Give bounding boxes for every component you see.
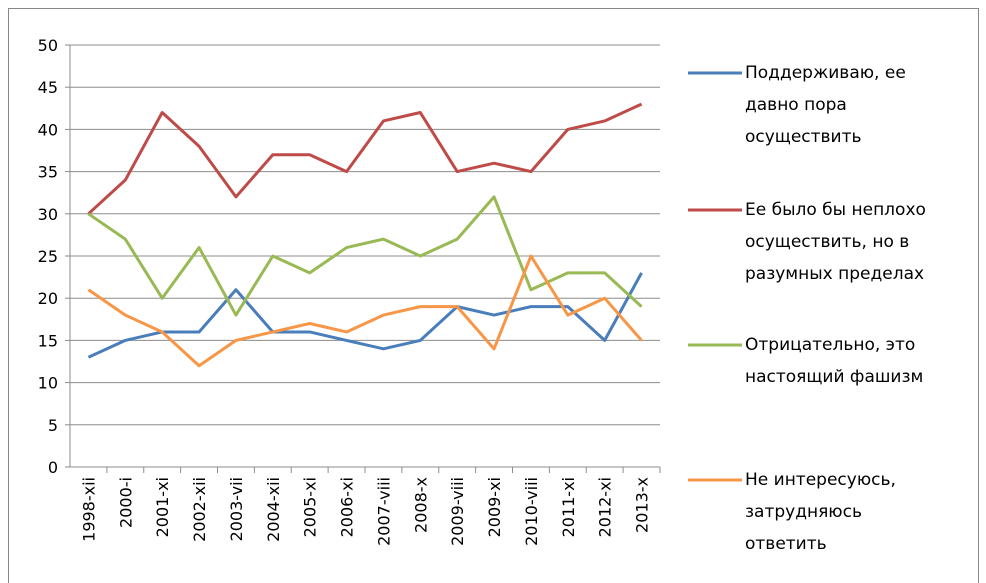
x-tick-label: 2009-viii <box>448 477 467 546</box>
x-tick-label: 2003-vii <box>227 477 246 541</box>
y-tick-label: 30 <box>38 205 58 224</box>
x-tick-label: 2012-xi <box>596 477 615 537</box>
x-tick-label: 2005-xi <box>301 477 320 537</box>
y-tick-label: 0 <box>48 458 58 477</box>
y-tick-label: 40 <box>38 120 58 139</box>
legend-label: Не интересуюсь, затрудняюсь ответить <box>745 470 896 554</box>
series-line <box>87 195 643 317</box>
legend-label: Отрицательно, это настоящий фашизм <box>745 335 924 387</box>
y-tick-label: 25 <box>38 247 58 266</box>
x-tick-label: 2010-viii <box>522 477 541 546</box>
series-line <box>87 102 643 215</box>
y-tick-label: 50 <box>38 36 58 55</box>
series-line <box>87 272 643 359</box>
x-tick-label: 2009-xi <box>485 477 504 537</box>
x-tick-label: 2007-viii <box>374 477 393 546</box>
x-tick-label: 2006-xi <box>338 477 357 537</box>
y-tick-label: 20 <box>38 289 58 308</box>
series-line <box>87 254 643 368</box>
x-tick-label: 2008-x <box>411 477 430 533</box>
x-tick-label: 2001-xi <box>153 477 172 537</box>
y-tick-label: 10 <box>38 374 58 393</box>
y-tick-label: 5 <box>48 416 58 435</box>
x-tick-label: 2011-xi <box>559 477 578 537</box>
x-tick-label: 2013-x <box>633 477 652 533</box>
y-tick-label: 35 <box>38 163 58 182</box>
legend-label: Поддерживаю, ее давно пора осуществить <box>745 63 906 147</box>
x-tick-label: 2002-xii <box>190 477 209 542</box>
x-tick-label: 1998-xii <box>79 477 98 542</box>
y-tick-label: 45 <box>38 78 58 97</box>
frame-border <box>8 8 979 583</box>
legend-label: Ее было бы неплохо осуществить, но в раз… <box>745 200 926 284</box>
y-tick-label: 15 <box>38 331 58 350</box>
x-tick-label: 2000-i <box>116 477 135 528</box>
x-tick-label: 2004-xii <box>264 477 283 542</box>
